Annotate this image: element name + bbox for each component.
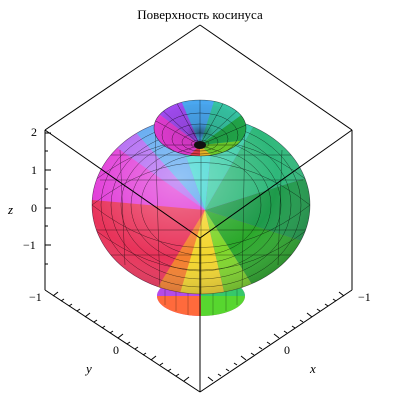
z-tick-1: 1	[31, 163, 37, 177]
y-tick-minus-1: −1	[29, 290, 42, 304]
z-tick-2: 2	[31, 125, 37, 139]
x-tick-0: 0	[284, 343, 290, 357]
z-tick-minus-1: −1	[23, 238, 36, 252]
y-tick-0: 0	[113, 343, 119, 357]
plot-title: Поверхность косинуса	[137, 7, 263, 22]
x-axis-label: x	[310, 361, 316, 376]
box-back-edges	[44, 24, 353, 290]
z-axis-label: z	[8, 202, 14, 217]
x-tick-minus-1: −1	[358, 290, 371, 304]
y-axis-label: y	[86, 361, 92, 376]
box-front-edges	[44, 129, 353, 393]
z-tick-0: 0	[31, 201, 37, 215]
z-axis-ticks	[45, 132, 51, 265]
x-axis-ticks	[207, 291, 345, 382]
y-axis-ticks	[52, 291, 190, 382]
